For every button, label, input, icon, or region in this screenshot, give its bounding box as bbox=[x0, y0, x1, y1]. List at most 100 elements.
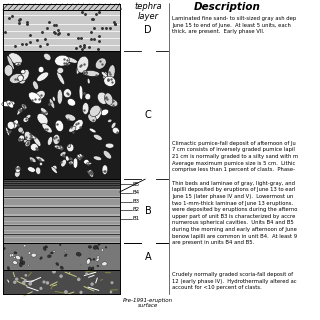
Point bbox=[66, 117, 71, 122]
Point bbox=[96, 38, 101, 44]
Ellipse shape bbox=[30, 143, 38, 151]
Ellipse shape bbox=[60, 266, 63, 269]
Point bbox=[17, 17, 22, 22]
Ellipse shape bbox=[87, 78, 90, 84]
Point bbox=[101, 168, 107, 173]
Ellipse shape bbox=[89, 252, 91, 253]
Point bbox=[65, 31, 70, 36]
Point bbox=[78, 290, 84, 295]
Point bbox=[99, 61, 104, 67]
Point bbox=[16, 137, 21, 142]
Point bbox=[24, 21, 29, 27]
Point bbox=[77, 124, 83, 130]
Ellipse shape bbox=[101, 109, 108, 116]
Point bbox=[104, 95, 109, 100]
Ellipse shape bbox=[93, 259, 95, 260]
Ellipse shape bbox=[38, 67, 44, 73]
Point bbox=[55, 144, 60, 149]
Ellipse shape bbox=[27, 133, 36, 139]
Point bbox=[59, 274, 64, 279]
Point bbox=[22, 105, 27, 110]
Ellipse shape bbox=[22, 261, 25, 265]
Ellipse shape bbox=[35, 91, 45, 100]
Ellipse shape bbox=[15, 62, 21, 66]
Point bbox=[9, 14, 14, 19]
Point bbox=[64, 61, 69, 66]
Text: B4: B4 bbox=[132, 190, 139, 196]
Text: B: B bbox=[145, 206, 151, 216]
Point bbox=[87, 170, 92, 175]
Ellipse shape bbox=[86, 259, 90, 264]
Point bbox=[6, 101, 11, 106]
Point bbox=[24, 117, 29, 122]
Point bbox=[87, 170, 92, 175]
Point bbox=[91, 17, 96, 22]
Point bbox=[59, 159, 64, 164]
Ellipse shape bbox=[33, 136, 41, 146]
Point bbox=[97, 58, 102, 63]
Point bbox=[28, 281, 33, 286]
Point bbox=[55, 28, 60, 33]
Ellipse shape bbox=[28, 252, 31, 254]
Point bbox=[68, 156, 73, 161]
Point bbox=[110, 102, 115, 108]
Ellipse shape bbox=[103, 72, 108, 80]
Ellipse shape bbox=[37, 114, 48, 125]
Point bbox=[17, 137, 22, 142]
Point bbox=[82, 69, 87, 75]
Ellipse shape bbox=[55, 120, 64, 132]
Ellipse shape bbox=[93, 245, 98, 249]
Ellipse shape bbox=[45, 246, 48, 248]
Point bbox=[75, 155, 80, 160]
Point bbox=[91, 25, 96, 30]
Point bbox=[15, 76, 20, 82]
Point bbox=[109, 79, 114, 84]
Ellipse shape bbox=[41, 108, 48, 115]
Ellipse shape bbox=[60, 146, 63, 150]
Point bbox=[34, 147, 39, 152]
Point bbox=[87, 170, 92, 175]
Ellipse shape bbox=[105, 247, 107, 248]
Point bbox=[38, 286, 44, 291]
Ellipse shape bbox=[47, 137, 52, 145]
Ellipse shape bbox=[28, 92, 42, 104]
Point bbox=[74, 45, 79, 51]
Point bbox=[15, 61, 20, 66]
Point bbox=[42, 110, 47, 115]
Ellipse shape bbox=[103, 150, 111, 159]
Point bbox=[34, 146, 39, 151]
Ellipse shape bbox=[49, 99, 55, 108]
Point bbox=[21, 103, 26, 108]
Point bbox=[73, 122, 78, 127]
Ellipse shape bbox=[76, 58, 82, 74]
Ellipse shape bbox=[112, 127, 119, 134]
Point bbox=[65, 91, 70, 96]
Point bbox=[60, 152, 66, 157]
Ellipse shape bbox=[13, 261, 17, 264]
Point bbox=[87, 44, 92, 49]
Point bbox=[78, 64, 83, 69]
Point bbox=[19, 137, 24, 142]
Ellipse shape bbox=[20, 257, 23, 261]
Point bbox=[18, 108, 23, 114]
Point bbox=[78, 156, 83, 161]
Point bbox=[28, 135, 33, 140]
Point bbox=[47, 101, 52, 107]
Ellipse shape bbox=[97, 256, 99, 259]
Point bbox=[12, 121, 17, 126]
Point bbox=[82, 12, 87, 17]
Ellipse shape bbox=[60, 152, 66, 156]
Text: B3: B3 bbox=[132, 199, 139, 204]
Ellipse shape bbox=[97, 265, 99, 267]
Ellipse shape bbox=[60, 244, 61, 246]
Ellipse shape bbox=[56, 263, 59, 266]
Point bbox=[27, 131, 32, 136]
Point bbox=[37, 156, 42, 162]
Ellipse shape bbox=[15, 255, 20, 260]
Point bbox=[91, 117, 96, 123]
Ellipse shape bbox=[24, 132, 32, 141]
Point bbox=[81, 71, 86, 76]
Ellipse shape bbox=[7, 100, 13, 108]
Point bbox=[56, 30, 61, 35]
Point bbox=[26, 140, 31, 145]
